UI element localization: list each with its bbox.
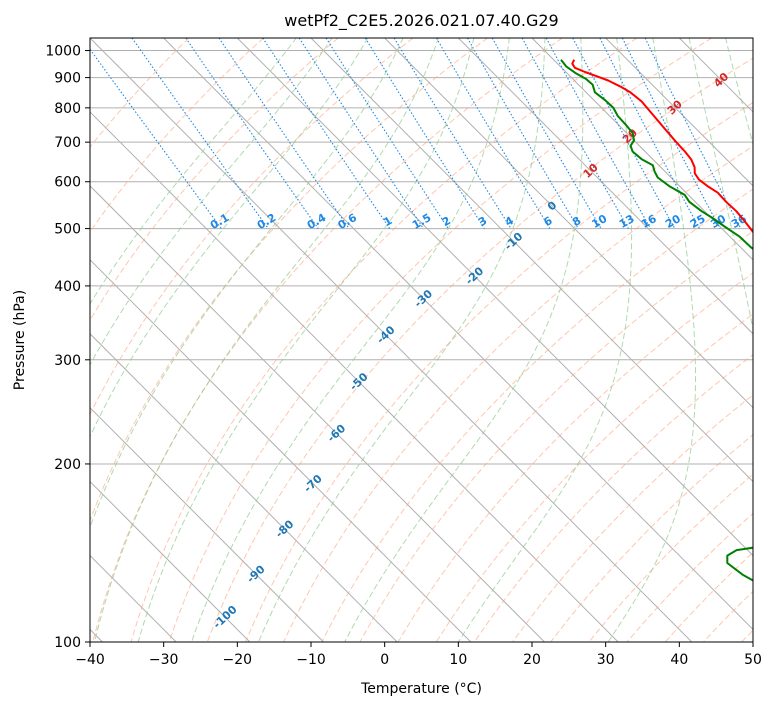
- mixing-ratio-line: [521, 38, 629, 229]
- mixing-ratio-line: [545, 38, 652, 229]
- x-tick-label: 50: [744, 652, 762, 668]
- isotherm-gridline: [457, 38, 753, 335]
- isotherm-gridlines: [90, 38, 753, 642]
- y-tick-label: 900: [54, 71, 81, 87]
- mixing-ratio-line: [90, 48, 222, 229]
- x-tick-label: −30: [149, 652, 179, 668]
- mixing-ratio-line: [572, 38, 676, 229]
- dry-adiabat: [245, 101, 753, 642]
- dry-adiabat: [90, 38, 264, 233]
- dewpoint-profile-line: [560, 59, 753, 582]
- moist-adiabat: [137, 38, 475, 642]
- y-axis-label: Pressure (hPa): [12, 290, 28, 390]
- mixing-ratio-line: [364, 38, 485, 229]
- mixing-ratio-line: [325, 38, 449, 229]
- x-tick-label: 20: [523, 652, 541, 668]
- isotherm-gridline: [163, 38, 753, 631]
- dry-adiabat: [206, 57, 753, 642]
- y-tick-label: 200: [54, 457, 81, 473]
- mixing-ratio-line: [262, 38, 391, 229]
- isotherm-gridline: [90, 38, 693, 642]
- dry-adiabat: [359, 230, 753, 642]
- y-axis: 100 200 300 400 500 600 700 800 900 1000: [45, 44, 90, 651]
- dry-adiabat: [168, 38, 712, 642]
- x-axis-label: Temperature (°C): [360, 681, 482, 697]
- mixing-ratio-line: [599, 38, 700, 229]
- y-tick-label: 300: [54, 353, 81, 369]
- dry-adiabat: [130, 38, 638, 642]
- y-tick-label: 100: [54, 635, 81, 651]
- dry-adiabat: [397, 272, 753, 642]
- mixing-ratio-labels: 0.1 0.2 0.4 0.6 1 1.5 2 3 4 6 8 10 13 16 20 25 30 36: [208, 211, 749, 232]
- isotherm-gridline: [384, 38, 753, 409]
- isotherm-gridline: [90, 480, 251, 642]
- mixing-ratio-line: [393, 38, 512, 229]
- mixing-ratio-line: [218, 38, 350, 229]
- moist-adiabat: [90, 38, 297, 305]
- mixing-ratio-line: [185, 38, 319, 229]
- isotherm-gridline: [605, 38, 753, 187]
- isotherm-gridline: [90, 111, 619, 642]
- moist-adiabat: [90, 38, 369, 438]
- y-tick-label: 500: [54, 222, 81, 238]
- y-tick-label: 600: [54, 175, 81, 191]
- dry-adiabat: [90, 38, 190, 148]
- dry-adiabat: [90, 38, 488, 522]
- x-tick-label: 40: [670, 652, 688, 668]
- isotherm-gridline: [531, 38, 753, 261]
- mixing-ratio-line: [131, 38, 269, 229]
- dry-adiabat: [473, 354, 753, 642]
- chart-title: wetPf2_C2E5.2026.021.07.40.G29: [284, 11, 558, 31]
- dry-adiabat: [512, 394, 753, 642]
- mixing-ratio-line: [298, 38, 424, 229]
- moist-adiabat: [258, 38, 546, 642]
- isotherm-gridline: [90, 259, 472, 642]
- moist-adiabat: [688, 38, 753, 332]
- pressure-gridlines: [90, 50, 753, 642]
- mixing-ratio-line: [491, 38, 602, 229]
- sounding-profiles: [560, 59, 753, 582]
- x-tick-label: −20: [223, 652, 253, 668]
- x-tick-label: 30: [597, 652, 615, 668]
- x-tick-label: 10: [449, 652, 467, 668]
- moist-adiabat: [344, 38, 584, 642]
- x-axis: −40 −30 −20 −10 0 10 20 30 40 50: [75, 642, 762, 668]
- mixing-ratio-lines: [90, 38, 742, 229]
- temperature-profile-line: [571, 59, 753, 234]
- moist-adiabat: [94, 38, 439, 642]
- mixing-ratio-line: [644, 38, 742, 229]
- mixing-ratio-line: [621, 38, 721, 229]
- isotherm-gridline: [90, 406, 324, 642]
- plot-frame: [89, 37, 754, 643]
- isotherm-gridline: [90, 333, 398, 642]
- y-tick-label: 400: [54, 279, 81, 295]
- y-tick-label: 1000: [45, 44, 81, 60]
- moist-adiabat: [90, 38, 404, 529]
- plot-area: -100-90-80-70-60-50-40-30-20-10010203040…: [90, 38, 753, 642]
- dry-adiabat: [90, 38, 414, 416]
- isotherm-gridline: [236, 38, 753, 557]
- y-tick-label: 700: [54, 135, 81, 151]
- x-tick-label: 0: [380, 652, 389, 668]
- x-tick-label: −10: [296, 652, 326, 668]
- y-tick-label: 800: [54, 101, 81, 117]
- isotherm-gridline: [90, 185, 545, 642]
- x-tick-label: −40: [75, 652, 105, 668]
- dry-adiabat: [283, 145, 753, 642]
